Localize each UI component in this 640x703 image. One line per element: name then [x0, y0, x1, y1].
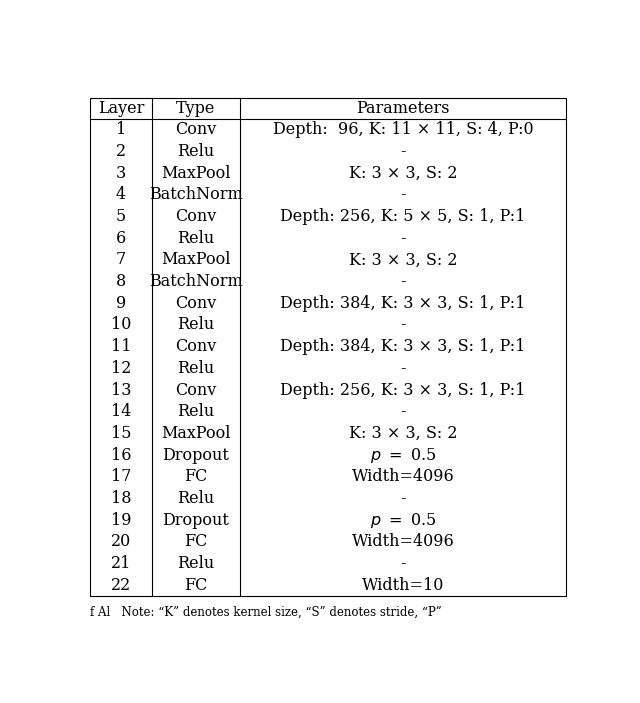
- Text: 17: 17: [111, 468, 131, 485]
- Text: Relu: Relu: [177, 230, 214, 247]
- Text: Dropout: Dropout: [163, 446, 229, 463]
- Text: $p$ $=$ 0.5: $p$ $=$ 0.5: [370, 446, 436, 465]
- Text: 5: 5: [116, 208, 126, 225]
- Text: -: -: [400, 404, 406, 420]
- Text: 1: 1: [116, 122, 126, 138]
- Text: K: 3 × 3, S: 2: K: 3 × 3, S: 2: [349, 165, 457, 182]
- Text: -: -: [400, 555, 406, 572]
- Text: Conv: Conv: [175, 382, 216, 399]
- Text: Relu: Relu: [177, 404, 214, 420]
- Text: BatchNorm: BatchNorm: [149, 186, 243, 203]
- Text: FC: FC: [184, 576, 207, 593]
- Text: 22: 22: [111, 576, 131, 593]
- Text: K: 3 × 3, S: 2: K: 3 × 3, S: 2: [349, 425, 457, 442]
- Text: -: -: [400, 490, 406, 507]
- Text: Relu: Relu: [177, 316, 214, 333]
- Text: 3: 3: [116, 165, 126, 182]
- Text: -: -: [400, 316, 406, 333]
- Text: 19: 19: [111, 512, 131, 529]
- Text: 12: 12: [111, 360, 131, 377]
- Text: 16: 16: [111, 446, 131, 463]
- Text: Depth: 256, K: 5 × 5, S: 1, P:1: Depth: 256, K: 5 × 5, S: 1, P:1: [280, 208, 525, 225]
- Text: 13: 13: [111, 382, 131, 399]
- Text: Conv: Conv: [175, 295, 216, 312]
- Text: Parameters: Parameters: [356, 100, 450, 117]
- Text: 4: 4: [116, 186, 126, 203]
- Text: 20: 20: [111, 533, 131, 550]
- Text: Depth:  96, K: 11 × 11, S: 4, P:0: Depth: 96, K: 11 × 11, S: 4, P:0: [273, 122, 533, 138]
- Text: 6: 6: [116, 230, 126, 247]
- Text: Width=4096: Width=4096: [351, 533, 454, 550]
- Text: K: 3 × 3, S: 2: K: 3 × 3, S: 2: [349, 252, 457, 269]
- Text: -: -: [400, 186, 406, 203]
- Text: MaxPool: MaxPool: [161, 165, 230, 182]
- Text: -: -: [400, 143, 406, 160]
- Text: Relu: Relu: [177, 360, 214, 377]
- Text: MaxPool: MaxPool: [161, 252, 230, 269]
- Text: f Al   Note: “K” denotes kernel size, “S” denotes stride, “P”: f Al Note: “K” denotes kernel size, “S” …: [90, 606, 442, 619]
- Text: -: -: [400, 273, 406, 290]
- Text: Depth: 384, K: 3 × 3, S: 1, P:1: Depth: 384, K: 3 × 3, S: 1, P:1: [280, 338, 525, 355]
- Text: Width=4096: Width=4096: [351, 468, 454, 485]
- Text: FC: FC: [184, 533, 207, 550]
- Text: Relu: Relu: [177, 143, 214, 160]
- Text: Dropout: Dropout: [163, 512, 229, 529]
- Text: FC: FC: [184, 468, 207, 485]
- Text: 18: 18: [111, 490, 131, 507]
- Text: Relu: Relu: [177, 555, 214, 572]
- Text: 11: 11: [111, 338, 131, 355]
- Text: Conv: Conv: [175, 338, 216, 355]
- Text: Conv: Conv: [175, 122, 216, 138]
- Text: Width=10: Width=10: [362, 576, 444, 593]
- Text: BatchNorm: BatchNorm: [149, 273, 243, 290]
- Text: 14: 14: [111, 404, 131, 420]
- Text: -: -: [400, 230, 406, 247]
- Text: 8: 8: [116, 273, 126, 290]
- Text: 15: 15: [111, 425, 131, 442]
- Text: $p$ $=$ 0.5: $p$ $=$ 0.5: [370, 510, 436, 529]
- Text: 2: 2: [116, 143, 126, 160]
- Text: 10: 10: [111, 316, 131, 333]
- Text: Relu: Relu: [177, 490, 214, 507]
- Text: 21: 21: [111, 555, 131, 572]
- Text: 9: 9: [116, 295, 126, 312]
- Text: Type: Type: [176, 100, 216, 117]
- Text: -: -: [400, 360, 406, 377]
- Text: Layer: Layer: [98, 100, 144, 117]
- Text: MaxPool: MaxPool: [161, 425, 230, 442]
- Text: 7: 7: [116, 252, 126, 269]
- Text: Depth: 256, K: 3 × 3, S: 1, P:1: Depth: 256, K: 3 × 3, S: 1, P:1: [280, 382, 525, 399]
- Text: Depth: 384, K: 3 × 3, S: 1, P:1: Depth: 384, K: 3 × 3, S: 1, P:1: [280, 295, 525, 312]
- Text: Conv: Conv: [175, 208, 216, 225]
